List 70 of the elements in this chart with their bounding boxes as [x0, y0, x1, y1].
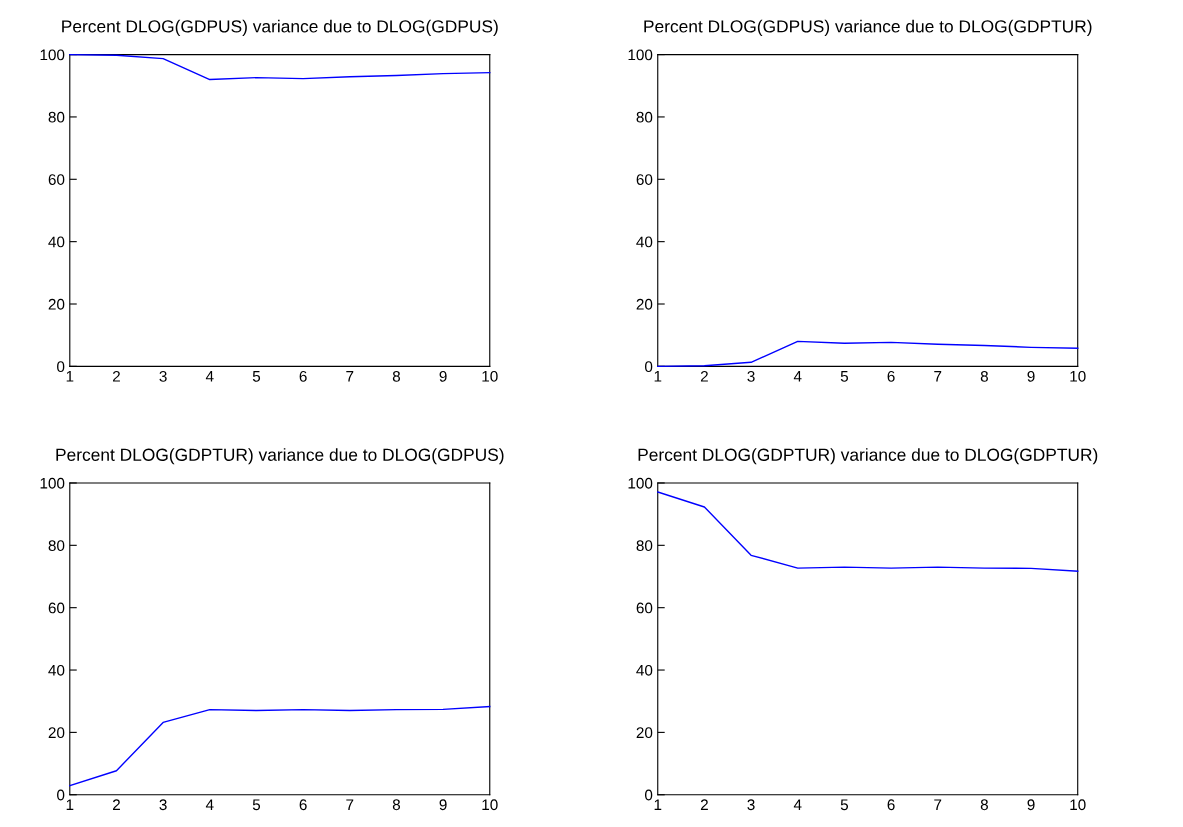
x-tick-label: 9 — [1027, 799, 1035, 811]
x-tick-label: 7 — [934, 371, 942, 382]
y-tick-label: 60 — [48, 602, 65, 614]
x-tick-label: 6 — [887, 370, 895, 382]
x-tick-label: 2 — [112, 799, 120, 810]
x-tick-label: 3 — [747, 370, 755, 382]
x-tick-label: 1 — [654, 799, 662, 810]
x-tick-label: 3 — [747, 799, 755, 811]
y-tick-label: 100 — [628, 49, 653, 61]
x-tick-label: 9 — [439, 799, 447, 811]
y-tick-label: 60 — [48, 174, 65, 185]
y-tick-label: 80 — [48, 111, 65, 123]
chart-title: Percent DLOG(GDPUS) variance due to DLOG(GDPTUR) — [644, 19, 1092, 36]
x-tick-label: 10 — [482, 370, 498, 382]
y-tick-label: 100 — [40, 49, 65, 61]
x-tick-label: 10 — [1070, 799, 1086, 811]
x-tick-label: 7 — [346, 799, 354, 810]
x-tick-label: 1 — [654, 371, 662, 382]
y-tick-label: 40 — [48, 236, 65, 248]
y-tick-label: 60 — [636, 602, 653, 614]
y-tick-label: 20 — [48, 727, 65, 739]
chart-title: Percent DLOG(GDPTUR) variance due to DLOG(GDPTUR) — [638, 448, 1098, 465]
x-tick-label: 6 — [887, 799, 895, 811]
x-tick-label: 5 — [840, 799, 849, 811]
x-tick-label: 2 — [700, 370, 708, 382]
x-tick-label: 7 — [934, 799, 942, 810]
y-tick-label: 20 — [636, 298, 653, 310]
x-tick-label: 5 — [840, 371, 849, 382]
x-tick-label: 2 — [700, 799, 708, 810]
x-tick-label: 8 — [980, 370, 988, 382]
x-tick-label: 1 — [66, 799, 74, 810]
x-tick-label: 5 — [252, 799, 261, 811]
y-tick-label: 60 — [636, 174, 653, 185]
x-tick-label: 8 — [980, 799, 988, 811]
x-tick-label: 2 — [112, 370, 120, 382]
x-tick-label: 8 — [392, 799, 401, 811]
x-tick-label: 3 — [159, 370, 167, 382]
y-tick-label: 100 — [628, 477, 653, 489]
line-series — [657, 491, 1079, 572]
x-tick-label: 9 — [1027, 370, 1035, 382]
y-tick-label: 80 — [636, 111, 653, 123]
y-tick-label: 40 — [48, 664, 65, 676]
y-tick-label: 40 — [636, 664, 653, 676]
chart-title: Percent DLOG(GDPUS) variance due to DLOG(GDPUS) — [62, 19, 498, 36]
x-tick-label: 5 — [252, 371, 261, 382]
x-tick-label: 1 — [66, 371, 74, 382]
y-tick-label: 100 — [40, 477, 65, 489]
x-tick-label: 10 — [1070, 370, 1086, 382]
x-tick-label: 6 — [299, 799, 307, 811]
x-tick-label: 7 — [346, 371, 354, 382]
y-tick-label: 20 — [636, 727, 653, 739]
y-tick-label: 0 — [644, 789, 653, 801]
x-tick-label: 10 — [482, 799, 498, 811]
line-series — [69, 705, 491, 787]
x-tick-label: 4 — [793, 371, 802, 382]
x-tick-label: 4 — [793, 799, 802, 810]
x-tick-label: 4 — [205, 371, 214, 382]
y-tick-label: 0 — [644, 361, 653, 373]
x-tick-label: 3 — [159, 799, 167, 811]
x-tick-label: 6 — [299, 370, 307, 382]
x-tick-label: 9 — [439, 370, 447, 382]
y-tick-label: 0 — [57, 789, 65, 801]
x-tick-label: 4 — [205, 799, 214, 810]
y-tick-label: 80 — [636, 540, 653, 552]
chart-title: Percent DLOG(GDPTUR) variance due to DLOG(GDPUS) — [56, 448, 504, 465]
y-tick-label: 0 — [57, 361, 65, 373]
y-tick-label: 20 — [48, 298, 65, 310]
x-tick-label: 8 — [392, 370, 401, 382]
y-tick-label: 40 — [636, 236, 653, 248]
y-tick-label: 80 — [48, 540, 65, 552]
